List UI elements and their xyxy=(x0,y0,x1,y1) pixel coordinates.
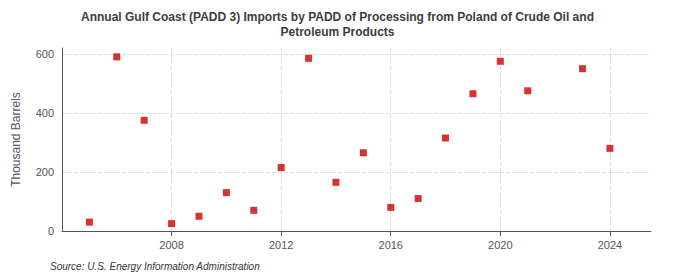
svg-text:2024: 2024 xyxy=(598,239,622,251)
svg-text:Thousand Barrels: Thousand Barrels xyxy=(9,92,23,187)
svg-text:Annual Gulf Coast (PADD 3) Imp: Annual Gulf Coast (PADD 3) Imports by PA… xyxy=(81,10,594,24)
svg-text:2008: 2008 xyxy=(159,239,183,251)
svg-text:Source: U.S. Energy Informatio: Source: U.S. Energy Information Administ… xyxy=(50,261,260,272)
svg-text:600: 600 xyxy=(36,48,54,60)
svg-text:200: 200 xyxy=(36,166,54,178)
svg-text:2016: 2016 xyxy=(379,239,403,251)
svg-text:400: 400 xyxy=(36,107,54,119)
svg-text:0: 0 xyxy=(48,225,54,237)
svg-text:2012: 2012 xyxy=(269,239,293,251)
svg-text:Petroleum Products: Petroleum Products xyxy=(280,25,394,39)
svg-text:2020: 2020 xyxy=(488,239,512,251)
